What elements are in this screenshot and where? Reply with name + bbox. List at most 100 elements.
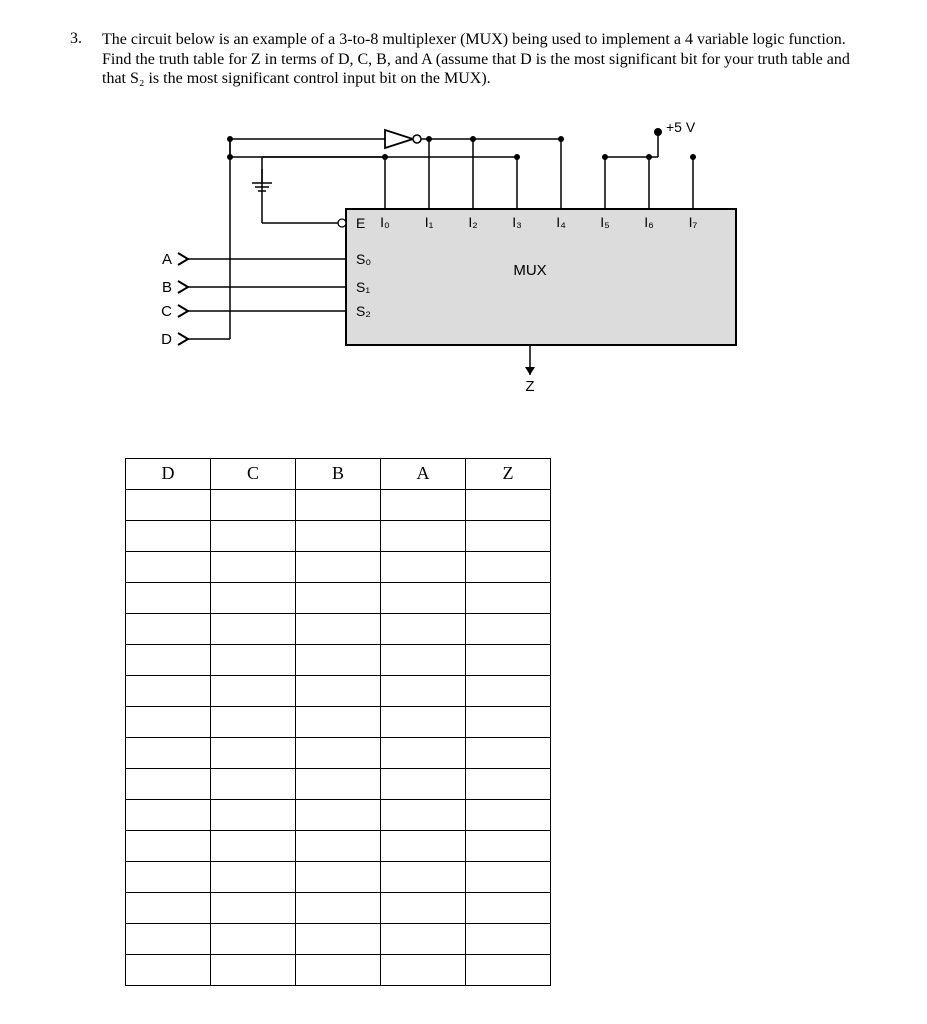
svg-text:I₀: I₀ <box>380 214 390 230</box>
truth-table: DCBAZ <box>125 458 551 986</box>
truth-cell <box>381 954 466 985</box>
truth-cell <box>296 489 381 520</box>
truth-cell <box>126 799 211 830</box>
truth-cell <box>211 551 296 582</box>
svg-text:MUX: MUX <box>513 262 546 279</box>
svg-text:S₁: S₁ <box>356 279 370 295</box>
truth-cell <box>466 830 551 861</box>
truth-cell <box>381 675 466 706</box>
truth-cell <box>466 551 551 582</box>
truth-cell <box>126 737 211 768</box>
svg-text:I₄: I₄ <box>556 214 566 230</box>
truth-cell <box>126 923 211 954</box>
truth-cell <box>466 799 551 830</box>
svg-text:I₅: I₅ <box>600 214 610 230</box>
svg-text:I₂: I₂ <box>468 214 477 230</box>
truth-cell <box>211 923 296 954</box>
svg-text:I₆: I₆ <box>644 214 654 230</box>
truth-cell <box>381 520 466 551</box>
svg-text:I₁: I₁ <box>425 214 434 230</box>
truth-cell <box>296 520 381 551</box>
truth-cell <box>381 613 466 644</box>
svg-text:A: A <box>162 251 172 268</box>
svg-text:B: B <box>162 279 172 296</box>
svg-text:C: C <box>161 303 172 320</box>
truth-cell <box>211 954 296 985</box>
truth-cell <box>381 644 466 675</box>
truth-cell <box>296 892 381 923</box>
truth-cell <box>381 768 466 799</box>
question-text: The circuit below is an example of a 3-t… <box>102 30 867 89</box>
truth-cell <box>126 582 211 613</box>
truth-cell <box>126 768 211 799</box>
truth-cell <box>466 737 551 768</box>
truth-table-container: DCBAZ <box>125 458 867 986</box>
truth-cell <box>296 861 381 892</box>
truth-cell <box>466 675 551 706</box>
truth-cell <box>126 520 211 551</box>
truth-cell <box>466 520 551 551</box>
circuit-diagram: MUXI₀I₁I₂I₃I₄I₅I₆I₇ES₀S₁S₂ABCD+5 VZ <box>160 109 867 424</box>
truth-cell <box>211 799 296 830</box>
truth-col-header: Z <box>466 458 551 489</box>
svg-text:+5 V: +5 V <box>666 119 696 135</box>
truth-col-header: C <box>211 458 296 489</box>
truth-cell <box>211 768 296 799</box>
truth-cell <box>296 923 381 954</box>
truth-cell <box>381 489 466 520</box>
truth-cell <box>381 706 466 737</box>
truth-col-header: A <box>381 458 466 489</box>
truth-cell <box>296 799 381 830</box>
truth-cell <box>126 613 211 644</box>
truth-cell <box>211 830 296 861</box>
truth-cell <box>466 954 551 985</box>
truth-cell <box>381 830 466 861</box>
truth-cell <box>466 489 551 520</box>
truth-cell <box>466 768 551 799</box>
truth-cell <box>296 675 381 706</box>
truth-cell <box>211 613 296 644</box>
truth-cell <box>466 582 551 613</box>
truth-cell <box>211 582 296 613</box>
truth-cell <box>466 706 551 737</box>
truth-cell <box>211 675 296 706</box>
svg-text:E: E <box>356 215 365 231</box>
truth-cell <box>126 551 211 582</box>
truth-cell <box>126 644 211 675</box>
truth-cell <box>466 644 551 675</box>
truth-cell <box>296 613 381 644</box>
truth-cell <box>466 892 551 923</box>
truth-cell <box>296 582 381 613</box>
svg-text:D: D <box>161 331 172 348</box>
truth-cell <box>211 489 296 520</box>
truth-cell <box>126 892 211 923</box>
truth-cell <box>211 861 296 892</box>
truth-cell <box>126 954 211 985</box>
truth-cell <box>126 706 211 737</box>
truth-cell <box>381 861 466 892</box>
truth-cell <box>296 551 381 582</box>
question-number: 3. <box>70 30 88 48</box>
truth-cell <box>381 737 466 768</box>
svg-text:I₃: I₃ <box>512 214 522 230</box>
truth-col-header: D <box>126 458 211 489</box>
question-block: 3. The circuit below is an example of a … <box>70 30 867 89</box>
truth-cell <box>466 861 551 892</box>
truth-col-header: B <box>296 458 381 489</box>
truth-cell <box>126 861 211 892</box>
truth-cell <box>126 830 211 861</box>
truth-cell <box>381 551 466 582</box>
truth-cell <box>296 706 381 737</box>
truth-cell <box>466 923 551 954</box>
truth-cell <box>296 737 381 768</box>
truth-cell <box>381 892 466 923</box>
truth-cell <box>296 830 381 861</box>
truth-cell <box>211 892 296 923</box>
truth-cell <box>126 489 211 520</box>
truth-cell <box>211 706 296 737</box>
svg-text:S₂: S₂ <box>356 303 371 319</box>
truth-cell <box>296 768 381 799</box>
truth-cell <box>296 954 381 985</box>
svg-text:S₀: S₀ <box>356 251 371 267</box>
truth-cell <box>381 799 466 830</box>
